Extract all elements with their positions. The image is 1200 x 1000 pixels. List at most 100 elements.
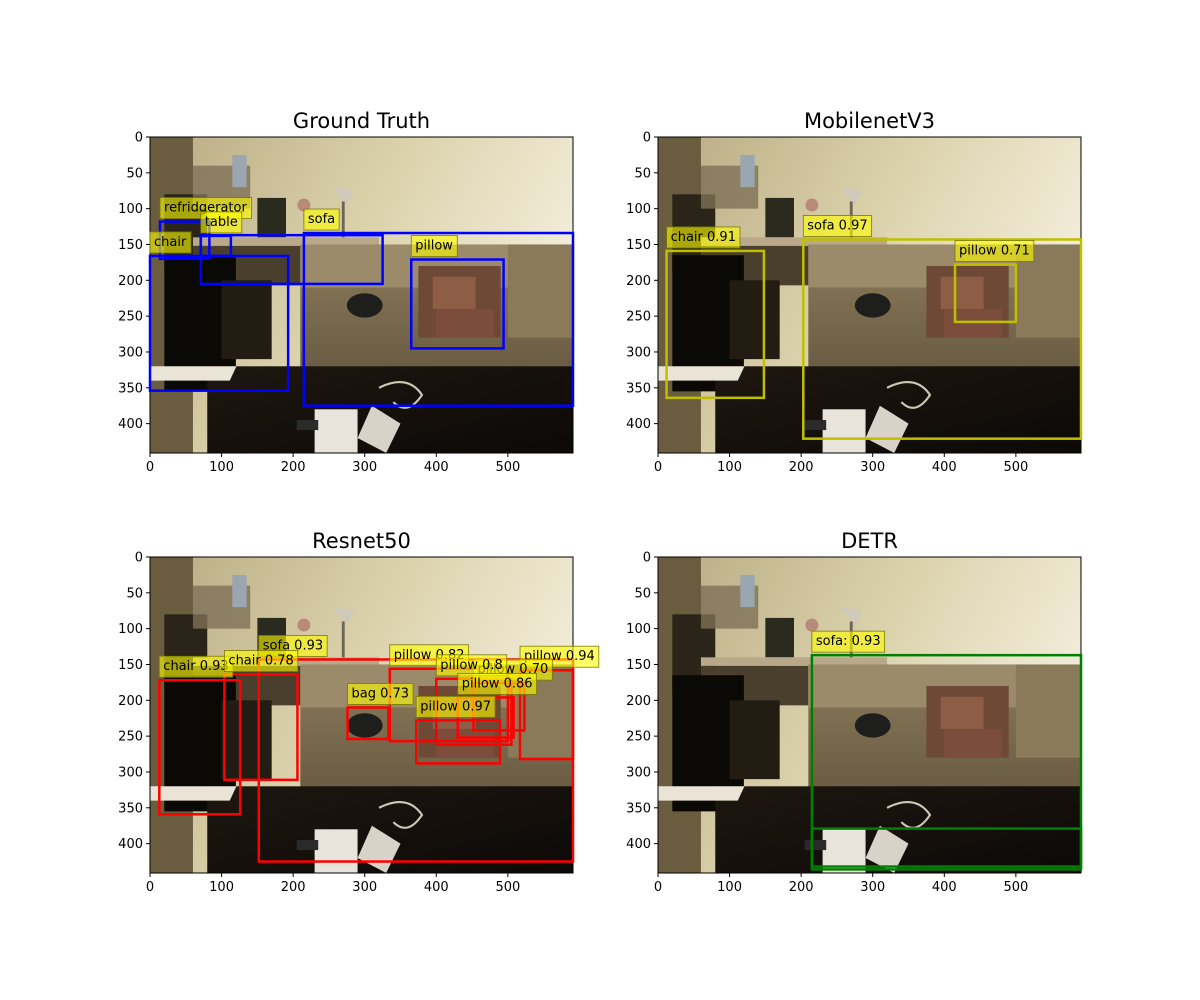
x-tick-label: 300 xyxy=(860,880,885,895)
x-tick-label: 400 xyxy=(932,880,957,895)
detection-label: pillow xyxy=(410,235,458,257)
x-tick-label: 200 xyxy=(789,460,814,475)
panel-title: DETR xyxy=(841,529,898,553)
detection-label-background xyxy=(811,630,886,653)
detection-box xyxy=(409,258,505,350)
detection-box xyxy=(158,678,242,816)
panel-title: MobilenetV3 xyxy=(804,109,935,133)
detection-box xyxy=(148,254,290,392)
detection-box xyxy=(199,233,384,286)
y-tick-label: 0 xyxy=(643,131,651,146)
x-tick-label: 400 xyxy=(424,880,449,895)
x-tick-label: 100 xyxy=(717,460,742,475)
detection-label-text: table xyxy=(205,215,238,230)
panel-mobilenetv3: MobilenetV3 chair 0.91 sofa 0.97 pillow 0.… xyxy=(626,109,1083,475)
detection-box xyxy=(415,719,502,765)
detection-label-background xyxy=(224,650,299,672)
detection-label: chair 0.78 xyxy=(224,650,299,672)
detection-label-background xyxy=(410,235,458,257)
detection-label-background xyxy=(303,208,340,231)
x-tick-label: 500 xyxy=(495,880,520,895)
y-tick-label: 350 xyxy=(118,381,143,396)
detection-label-text: sofa 0.93 xyxy=(263,638,323,653)
x-tick-label: 300 xyxy=(860,460,885,475)
x-tick-label: 300 xyxy=(352,880,377,895)
detection-label: sofa xyxy=(303,208,340,231)
y-tick-label: 0 xyxy=(135,551,143,566)
detection-label-background xyxy=(347,683,414,705)
panel-title: Ground Truth xyxy=(293,109,430,133)
detection-label-text: chair 0.78 xyxy=(228,654,293,669)
y-tick-label: 400 xyxy=(118,417,143,432)
y-tick-label: 350 xyxy=(118,801,143,816)
panel-resnet50: Resnet50 sofa 0.93 chair 0.93 chair 0.78 pi… xyxy=(118,529,600,895)
detection-label-text: pillow 0.71 xyxy=(959,244,1030,259)
x-tick-label: 0 xyxy=(146,460,154,475)
x-tick-label: 0 xyxy=(146,880,154,895)
x-tick-label: 400 xyxy=(932,460,957,475)
x-tick-label: 200 xyxy=(789,880,814,895)
detection-label: bag 0.73 xyxy=(347,683,414,705)
detection-label-background xyxy=(149,231,192,254)
y-tick-label: 200 xyxy=(118,694,143,709)
x-tick-label: 100 xyxy=(717,880,742,895)
detection-label-text: pillow xyxy=(415,239,453,254)
y-tick-label: 250 xyxy=(626,730,651,745)
y-tick-label: 100 xyxy=(118,622,143,637)
y-tick-label: 150 xyxy=(118,658,143,673)
detection-label-text: bag 0.73 xyxy=(352,686,410,701)
detection-box xyxy=(346,706,390,741)
detection-label-background xyxy=(200,211,243,234)
x-tick-label: 300 xyxy=(352,460,377,475)
y-tick-label: 50 xyxy=(634,586,651,601)
x-tick-label: 500 xyxy=(1003,880,1028,895)
x-tick-label: 100 xyxy=(209,460,234,475)
detection-label: pillow 0.97 xyxy=(415,695,496,718)
y-tick-label: 400 xyxy=(626,837,651,852)
detection-box xyxy=(302,231,575,407)
y-tick-label: 250 xyxy=(626,310,651,325)
detection-label-text: pillow 0.8 xyxy=(440,658,502,673)
y-tick-label: 400 xyxy=(118,837,143,852)
detection-box xyxy=(953,263,1018,324)
y-tick-label: 300 xyxy=(118,345,143,360)
y-tick-label: 50 xyxy=(126,586,143,601)
detection-label: chair 0.91 xyxy=(666,226,741,249)
panel-ground-truth: Ground Truth refridgeratortablechairsofa… xyxy=(118,109,575,475)
detection-label: chair xyxy=(149,231,192,254)
scene-image xyxy=(150,557,573,873)
y-tick-label: 300 xyxy=(118,765,143,780)
detection-label: pillow 0.86 xyxy=(457,673,537,695)
detection-label-background xyxy=(666,226,741,249)
y-tick-label: 150 xyxy=(626,658,651,673)
detection-label-background xyxy=(802,215,873,237)
detection-label: pillow 0.8 xyxy=(435,654,508,677)
y-tick-label: 100 xyxy=(626,202,651,217)
y-tick-label: 0 xyxy=(643,551,651,566)
y-tick-label: 350 xyxy=(626,381,651,396)
y-tick-label: 400 xyxy=(626,417,651,432)
x-tick-label: 500 xyxy=(495,460,520,475)
y-tick-label: 50 xyxy=(634,166,651,181)
y-tick-label: 100 xyxy=(118,202,143,217)
detection-label-background xyxy=(954,240,1035,262)
x-tick-label: 200 xyxy=(281,460,306,475)
detection-label-text: sofa 0.97 xyxy=(807,218,867,233)
y-tick-label: 200 xyxy=(626,694,651,709)
detection-box xyxy=(810,827,1083,871)
y-tick-label: 300 xyxy=(626,765,651,780)
detection-label: chair 0.93 xyxy=(158,655,234,678)
y-tick-label: 150 xyxy=(626,238,651,253)
y-tick-label: 100 xyxy=(626,622,651,637)
y-tick-label: 300 xyxy=(626,345,651,360)
y-tick-label: 350 xyxy=(626,801,651,816)
detection-label-text: pillow 0.86 xyxy=(462,676,533,691)
detection-label-text: chair 0.91 xyxy=(671,230,736,245)
detection-label-text: pillow 0.97 xyxy=(420,699,491,714)
y-tick-label: 250 xyxy=(118,730,143,745)
y-tick-label: 150 xyxy=(118,238,143,253)
y-tick-label: 250 xyxy=(118,310,143,325)
x-tick-label: 200 xyxy=(281,880,306,895)
detection-label-text: sofa: 0.93 xyxy=(816,634,881,649)
